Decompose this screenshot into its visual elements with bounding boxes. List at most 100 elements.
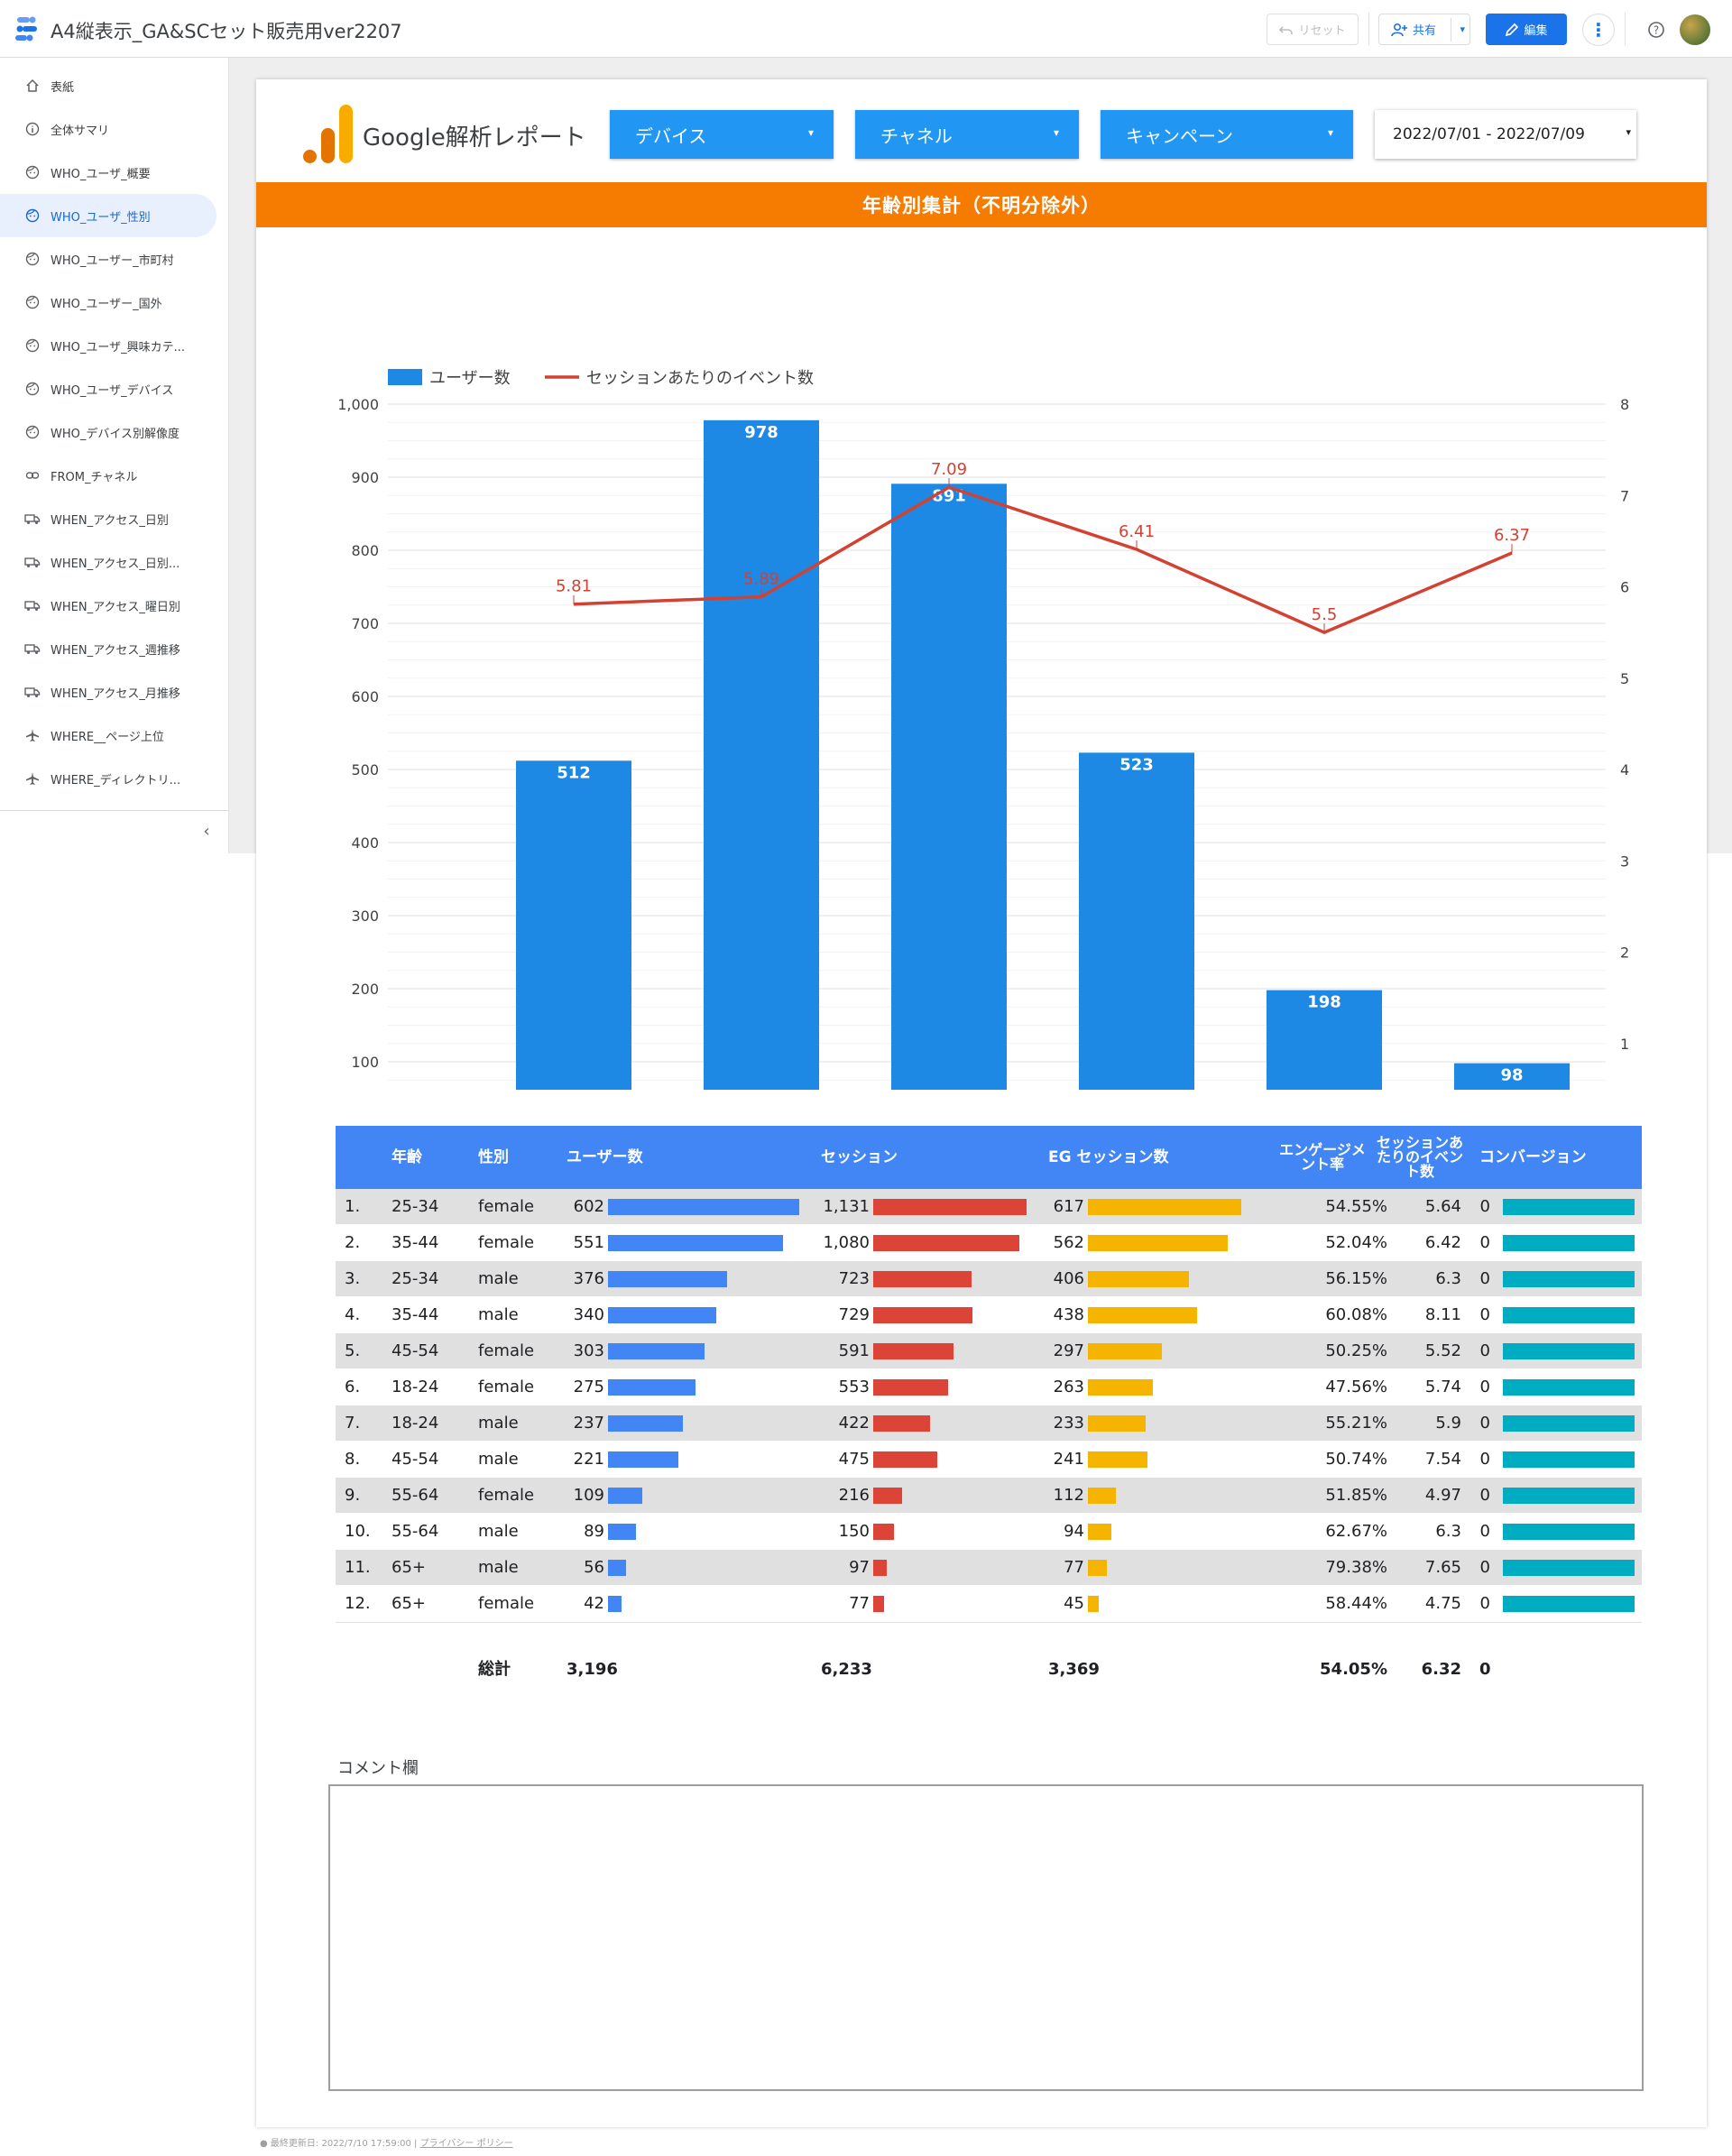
table-row[interactable]: 11. 65+ male 56 97 77 79.38% 7.65 0 xyxy=(336,1550,1642,1586)
col-header-conversions[interactable]: コンバージョン xyxy=(1479,1147,1587,1166)
row-events-per-session: 6.3 xyxy=(1435,1522,1461,1541)
help-icon[interactable]: ? xyxy=(1640,14,1672,46)
sidebar-item-15[interactable]: WHEN_アクセス_月推移 xyxy=(0,670,216,714)
truck-icon xyxy=(23,640,41,658)
row-gender: male xyxy=(478,1558,519,1577)
sidebar-item-5[interactable]: WHO_ユーザー_市町村 xyxy=(0,237,216,281)
channel-filter-dropdown[interactable]: チャネル ▾ xyxy=(855,110,1079,159)
sidebar-item-3[interactable]: WHO_ユーザ_概要 xyxy=(0,151,216,194)
home-icon xyxy=(23,77,41,95)
truck-icon xyxy=(23,510,41,528)
sidebar-item-16[interactable]: WHERE__ページ上位 xyxy=(0,714,216,757)
collapse-sidebar-chevron-left-icon[interactable]: ‹ xyxy=(203,821,210,841)
table-row[interactable]: 3. 25-34 male 376 723 406 56.15% 6.3 0 xyxy=(336,1261,1642,1297)
bar-35-44 xyxy=(891,484,1007,1135)
table-row[interactable]: 8. 45-54 male 221 475 241 50.74% 7.54 0 xyxy=(336,1442,1642,1478)
sidebar-item-4[interactable]: WHO_ユーザ_性別 xyxy=(0,194,216,237)
device-filter-dropdown[interactable]: デバイス ▾ xyxy=(610,110,834,159)
row-gender: female xyxy=(478,1341,535,1360)
col-header-sessions[interactable]: セッション xyxy=(821,1147,898,1166)
users-bar xyxy=(608,1560,626,1576)
reset-button[interactable]: リセット xyxy=(1267,14,1359,45)
sidebar-item-label: 表紙 xyxy=(51,80,75,95)
table-row[interactable]: 10. 55-64 male 89 150 94 62.67% 6.3 0 xyxy=(336,1514,1642,1550)
col-header-age[interactable]: 年齢 xyxy=(392,1147,422,1166)
bar-25-34 xyxy=(704,419,819,1135)
date-range-picker[interactable]: 2022/07/01 - 2022/07/09 ▾ xyxy=(1375,110,1636,159)
row-age: 25-34 xyxy=(392,1269,439,1288)
sidebar-item-10[interactable]: FROM_チャネル xyxy=(0,454,216,497)
sidebar-item-7[interactable]: WHO_ユーザ_興味カテ... xyxy=(0,324,216,367)
line-data-label: 5.89 xyxy=(743,570,779,589)
chart-svg: 01002003004005006007008009001,0000123456… xyxy=(337,369,1642,1158)
campaign-filter-dropdown[interactable]: キャンペーン ▾ xyxy=(1101,110,1353,159)
section-title: 年齢別集計（不明分除外） xyxy=(862,195,1101,217)
row-engagement-rate: 79.38% xyxy=(1325,1558,1387,1577)
row-conversions: 0 xyxy=(1479,1197,1490,1216)
users-bar xyxy=(608,1235,784,1251)
col-header-eg-sessions[interactable]: EG セッション数 xyxy=(1048,1147,1169,1166)
row-eg-sessions: 562 xyxy=(1053,1233,1084,1252)
table-row[interactable]: 4. 35-44 male 340 729 438 60.08% 8.11 0 xyxy=(336,1297,1642,1333)
table-row[interactable]: 6. 18-24 female 275 553 263 47.56% 5.74 0 xyxy=(336,1369,1642,1405)
airplane-icon xyxy=(23,769,41,788)
row-age: 18-24 xyxy=(392,1377,439,1396)
comment-box[interactable] xyxy=(328,1784,1644,2091)
table-row[interactable]: 1. 25-34 female 602 1,131 617 54.55% 5.64 0 xyxy=(336,1189,1642,1225)
sidebar-item-9[interactable]: WHO_デバイス別解像度 xyxy=(0,410,216,454)
share-button[interactable]: 共有 ▾ xyxy=(1378,14,1470,45)
sessions-bar xyxy=(873,1524,894,1540)
row-sessions: 150 xyxy=(838,1522,870,1541)
users-bar xyxy=(608,1271,728,1287)
eg-sessions-bar xyxy=(1088,1271,1189,1287)
sidebar-item-2[interactable]: 全体サマリ xyxy=(0,107,216,151)
section-header: 年齢別集計（不明分除外） xyxy=(256,182,1707,227)
sidebar-item-17[interactable]: WHERE_ディレクトリ... xyxy=(0,757,216,800)
col-header-events-per-session[interactable]: セッションあたりのイベント数 xyxy=(1376,1134,1463,1180)
truck-icon xyxy=(23,553,41,571)
sidebar-item-label: WHO_ユーザー_市町村 xyxy=(51,253,174,268)
add-person-icon xyxy=(1391,23,1407,36)
table-row[interactable]: 7. 18-24 male 237 422 233 55.21% 5.9 0 xyxy=(336,1405,1642,1442)
row-conversions: 0 xyxy=(1479,1594,1490,1613)
face-icon xyxy=(23,336,41,355)
conversions-bar xyxy=(1503,1415,1635,1432)
more-options-icon[interactable]: ⋮ xyxy=(1582,14,1615,46)
conversions-bar xyxy=(1503,1235,1635,1251)
row-rank: 3. xyxy=(345,1269,361,1288)
row-events-per-session: 5.9 xyxy=(1435,1414,1461,1433)
bar-data-label: 512 xyxy=(557,763,591,782)
col-header-users[interactable]: ユーザー数 xyxy=(567,1147,643,1166)
table-row[interactable]: 5. 45-54 female 303 591 297 50.25% 5.52 0 xyxy=(336,1333,1642,1369)
bar-45-54 xyxy=(1079,752,1194,1135)
edit-button[interactable]: 編集 xyxy=(1486,14,1567,45)
eg-sessions-bar xyxy=(1088,1343,1162,1359)
row-rank: 2. xyxy=(345,1233,361,1252)
sidebar-item-11[interactable]: WHEN_アクセス_日別 xyxy=(0,497,216,540)
totals-events-per-session: 6.32 xyxy=(1421,1660,1461,1679)
row-events-per-session: 8.11 xyxy=(1424,1305,1461,1324)
dropdown-arrow-icon: ▾ xyxy=(1053,126,1059,139)
conversions-bar xyxy=(1503,1379,1635,1396)
table-row[interactable]: 12. 65+ female 42 77 45 58.44% 4.75 0 xyxy=(336,1586,1642,1622)
table-row[interactable]: 2. 35-44 female 551 1,080 562 52.04% 6.42 0 xyxy=(336,1225,1642,1261)
dropdown-arrow-icon: ▾ xyxy=(1626,126,1631,138)
share-dropdown-icon[interactable]: ▾ xyxy=(1460,23,1465,35)
sidebar-item-6[interactable]: WHO_ユーザー_国外 xyxy=(0,281,216,324)
sessions-bar xyxy=(873,1379,949,1396)
sidebar-item-8[interactable]: WHO_ユーザ_デバイス xyxy=(0,367,216,410)
avatar[interactable] xyxy=(1680,14,1710,45)
privacy-policy-link[interactable]: プライバシー ポリシー xyxy=(419,2139,513,2149)
sidebar-item-12[interactable]: WHEN_アクセス_日別... xyxy=(0,540,216,584)
sidebar-item-13[interactable]: WHEN_アクセス_曜日別 xyxy=(0,584,216,627)
col-header-engagement-rate[interactable]: エンゲージメント率 xyxy=(1279,1141,1366,1173)
y-right-tick-label: 8 xyxy=(1620,396,1629,413)
row-eg-sessions: 241 xyxy=(1053,1450,1084,1469)
eg-sessions-bar xyxy=(1088,1307,1197,1323)
col-header-gender[interactable]: 性別 xyxy=(478,1147,509,1166)
data-studio-logo-icon[interactable] xyxy=(13,15,40,42)
sidebar-item-14[interactable]: WHEN_アクセス_週推移 xyxy=(0,627,216,670)
sidebar-item-1[interactable]: 表紙 xyxy=(0,64,216,107)
document-title[interactable]: A4縦表示_GA&SCセット販売用ver2207 xyxy=(51,21,402,42)
table-row[interactable]: 9. 55-64 female 109 216 112 51.85% 4.97 0 xyxy=(336,1478,1642,1514)
